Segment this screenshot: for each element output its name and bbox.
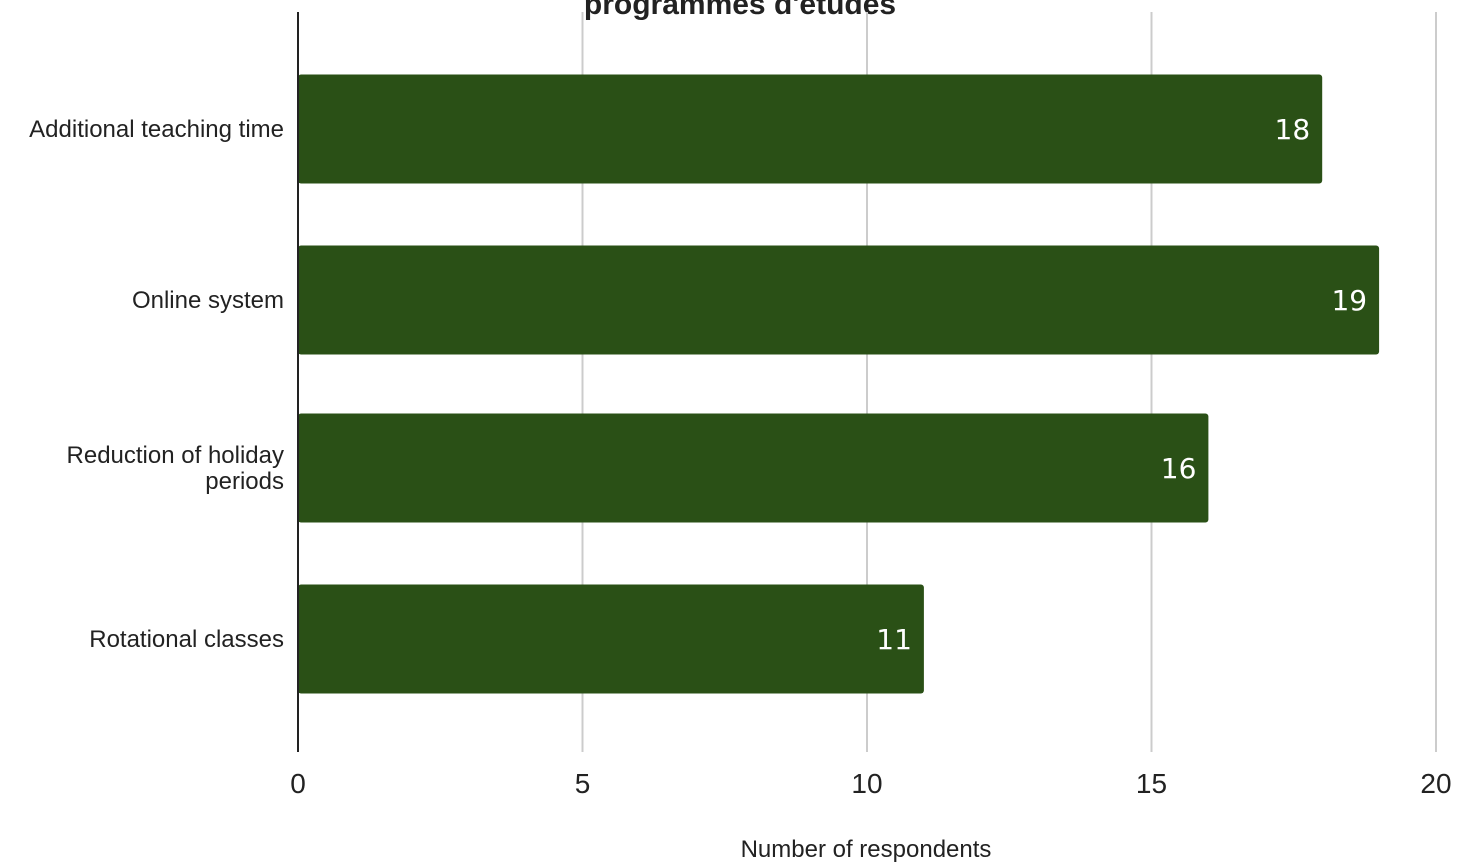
data-label: 11 (876, 623, 912, 656)
bar (298, 584, 924, 694)
data-label: 16 (1161, 452, 1197, 485)
bar (298, 413, 1209, 523)
bars: 18 19 16 11 (298, 74, 1380, 694)
x-tick-label: 20 (1420, 768, 1451, 799)
data-label: 18 (1275, 113, 1311, 146)
bar (298, 74, 1323, 184)
chart-title: programmes d'études (584, 0, 896, 21)
category-label: Online system (132, 287, 284, 314)
x-axis-title: Number of respondents (741, 836, 992, 863)
x-tick-label: 10 (851, 768, 882, 799)
category-label: periods (205, 468, 284, 495)
x-tick-labels: 0 5 10 15 20 (290, 768, 1451, 799)
category-label: Rotational classes (89, 626, 284, 653)
x-tick-label: 0 (290, 768, 306, 799)
data-label: 19 (1331, 284, 1367, 317)
category-label: Additional teaching time (29, 116, 284, 143)
bar (298, 245, 1380, 355)
x-tick-label: 15 (1136, 768, 1167, 799)
x-tick-label: 5 (575, 768, 591, 799)
category-labels: Additional teaching time Online system Red… (29, 116, 284, 653)
category-label: Reduction of holiday (67, 442, 284, 469)
